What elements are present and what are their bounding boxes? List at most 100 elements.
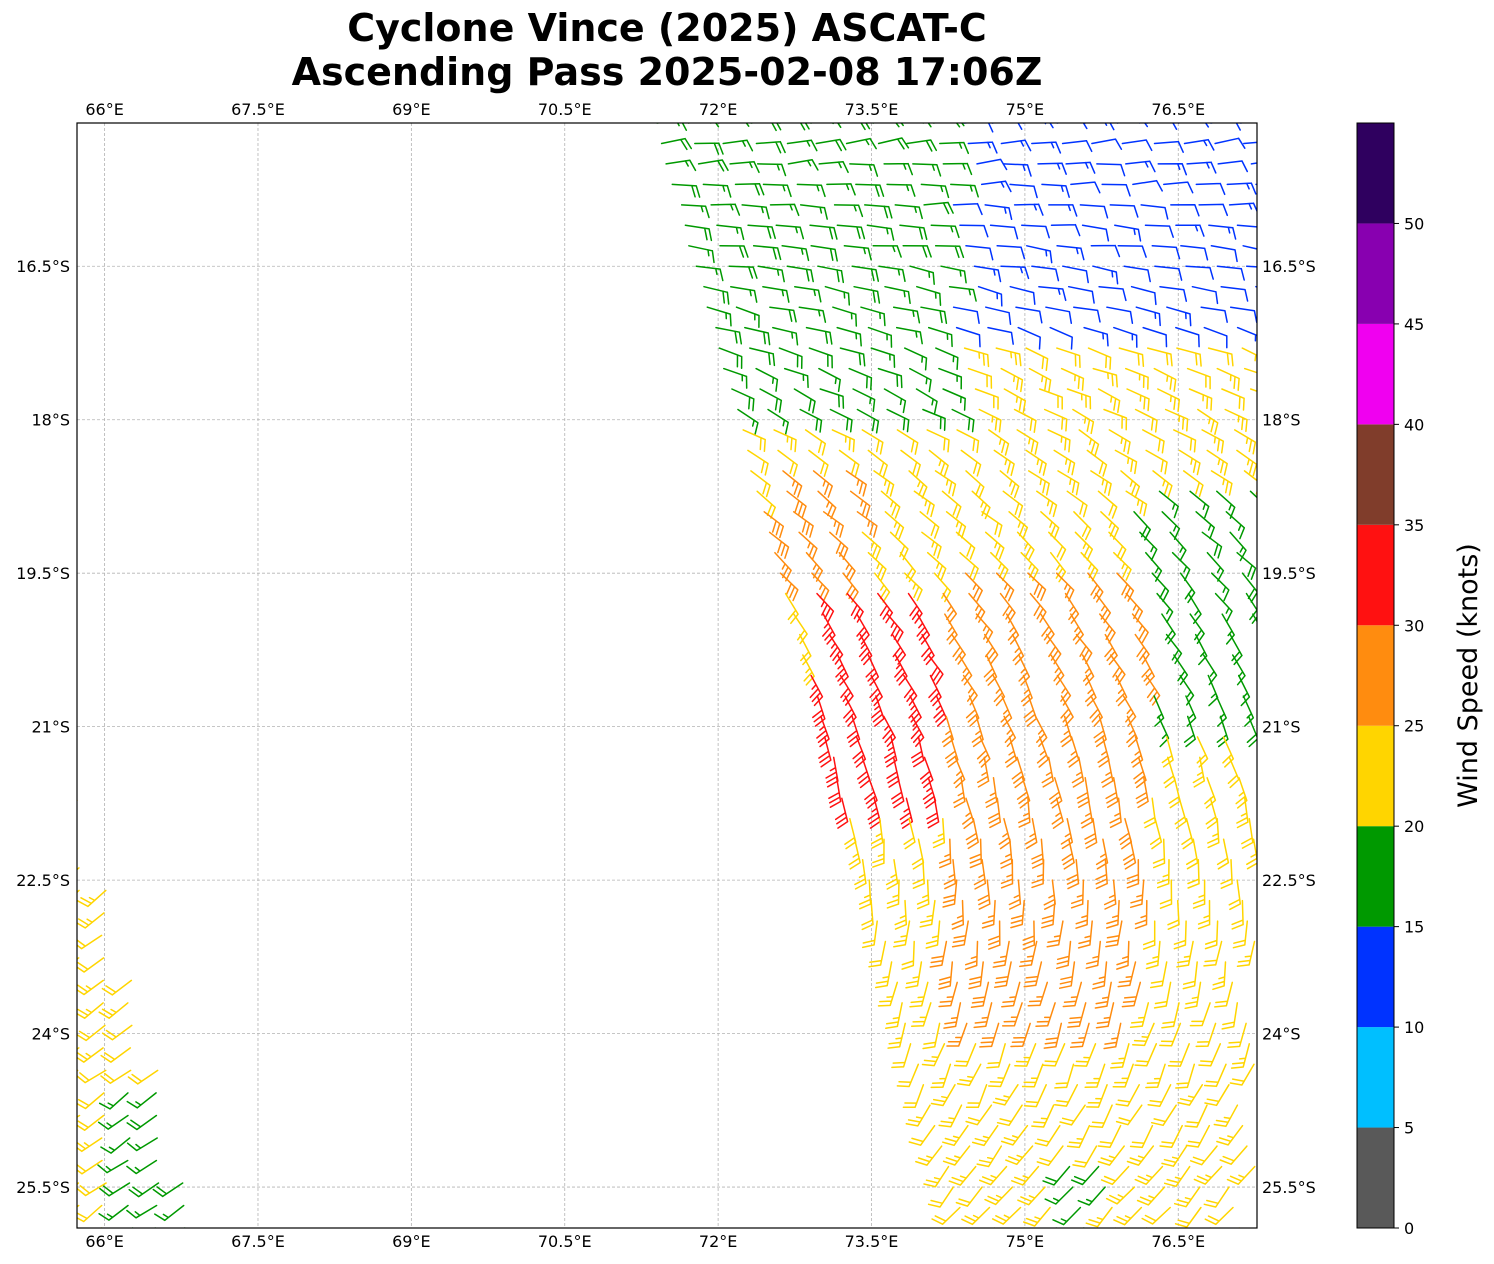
wind-barb xyxy=(1011,756,1026,789)
wind-barb xyxy=(77,1092,105,1110)
wind-barb xyxy=(938,961,954,990)
wind-barb xyxy=(856,408,880,434)
wind-barb xyxy=(894,899,908,930)
wind-barb xyxy=(829,408,853,433)
wind-barb xyxy=(1129,879,1145,909)
wind-barb xyxy=(956,1063,982,1087)
wind-barb xyxy=(782,470,803,498)
wind-barb xyxy=(1129,1124,1154,1149)
wind-barb xyxy=(955,326,981,348)
wind-barb xyxy=(906,139,938,152)
wind-barb xyxy=(942,1124,969,1147)
wind-barb xyxy=(809,674,824,707)
colorbar-tick-label: 30 xyxy=(1404,616,1424,635)
wind-barb xyxy=(1060,695,1074,727)
wind-barb xyxy=(1121,981,1142,1008)
wind-barb xyxy=(1067,285,1095,304)
wind-barb xyxy=(1118,817,1133,850)
wind-barb xyxy=(916,879,930,910)
wind-barb xyxy=(1174,797,1187,829)
wind-barb xyxy=(756,163,787,177)
wind-barb xyxy=(909,981,929,1008)
wind-barb xyxy=(1000,367,1024,393)
wind-barb xyxy=(933,695,947,727)
wind-barb xyxy=(980,180,1012,193)
wind-barb xyxy=(1192,879,1206,909)
wind-barb xyxy=(1058,961,1076,989)
wind-barb xyxy=(992,674,1006,707)
wind-barb xyxy=(965,1084,988,1109)
wind-barb xyxy=(1115,1084,1140,1107)
wind-barb xyxy=(45,1161,75,1174)
wind-barb xyxy=(77,1114,81,1118)
wind-barb xyxy=(1095,858,1108,890)
wind-barb xyxy=(1173,654,1189,686)
wind-barb xyxy=(1178,449,1201,476)
wind-barb xyxy=(911,838,925,870)
wind-barb xyxy=(747,224,776,240)
wind-barb xyxy=(77,1002,104,1019)
wind-barb xyxy=(939,141,970,155)
wind-barb xyxy=(1185,838,1199,870)
wind-barb xyxy=(1236,224,1257,228)
wind-barb xyxy=(843,695,857,727)
wind-barb xyxy=(1009,285,1036,305)
wind-barb xyxy=(1031,1104,1055,1128)
wind-barb xyxy=(1008,879,1022,910)
wind-barb xyxy=(77,889,107,908)
wind-barb xyxy=(812,695,826,727)
colorbar-segment xyxy=(1357,223,1394,324)
wind-barb xyxy=(861,429,884,455)
wind-barb xyxy=(1216,490,1236,519)
wind-barb xyxy=(1010,899,1025,929)
y-tick-label-right: 24°S xyxy=(1262,1025,1301,1044)
wind-barb xyxy=(1242,695,1255,727)
wind-barb xyxy=(885,858,899,890)
wind-barb xyxy=(1132,1022,1155,1047)
wind-barb xyxy=(931,1206,961,1225)
wind-barb xyxy=(987,326,1014,345)
wind-barb xyxy=(768,531,790,559)
wind-barb xyxy=(1141,1206,1171,1225)
wind-barb xyxy=(1092,367,1118,388)
wind-barb xyxy=(1126,1145,1155,1166)
wind-barb xyxy=(152,1182,184,1198)
wind-barb xyxy=(984,204,1013,221)
wind-barb xyxy=(1198,203,1229,217)
wind-barb xyxy=(965,1104,993,1126)
wind-barb xyxy=(1169,531,1187,562)
wind-barb xyxy=(1220,858,1233,889)
wind-barb xyxy=(1022,920,1036,950)
wind-barb xyxy=(1081,654,1095,686)
wind-barb xyxy=(877,137,910,150)
wind-barb xyxy=(810,123,842,129)
wind-barb xyxy=(1016,777,1031,809)
wind-barb xyxy=(1025,449,1047,476)
wind-barb xyxy=(903,817,916,850)
wind-barb xyxy=(750,470,771,498)
wind-barb xyxy=(922,408,946,431)
wind-barb xyxy=(77,1227,78,1228)
wind-barb xyxy=(46,935,75,949)
wind-barb xyxy=(964,940,979,970)
wind-barb xyxy=(1070,879,1085,909)
wind-barb xyxy=(1125,490,1148,517)
wind-barb xyxy=(1159,1124,1183,1148)
wind-barb xyxy=(899,797,914,829)
wind-barb xyxy=(1064,592,1080,624)
wind-barb xyxy=(979,1022,1000,1048)
wind-barb xyxy=(1097,736,1110,768)
wind-barb xyxy=(983,633,999,665)
wind-barb xyxy=(775,224,805,240)
wind-barb xyxy=(1193,1165,1223,1185)
wind-barb xyxy=(938,981,958,1008)
wind-barb xyxy=(977,879,991,910)
wind-barb xyxy=(1042,1165,1071,1186)
wind-barb xyxy=(858,633,873,666)
wind-barb xyxy=(873,572,891,603)
wind-barb xyxy=(1179,674,1195,706)
wind-barb xyxy=(1049,326,1073,350)
wind-barb xyxy=(799,204,828,220)
wind-barb xyxy=(1163,756,1176,789)
wind-barb xyxy=(838,551,856,582)
